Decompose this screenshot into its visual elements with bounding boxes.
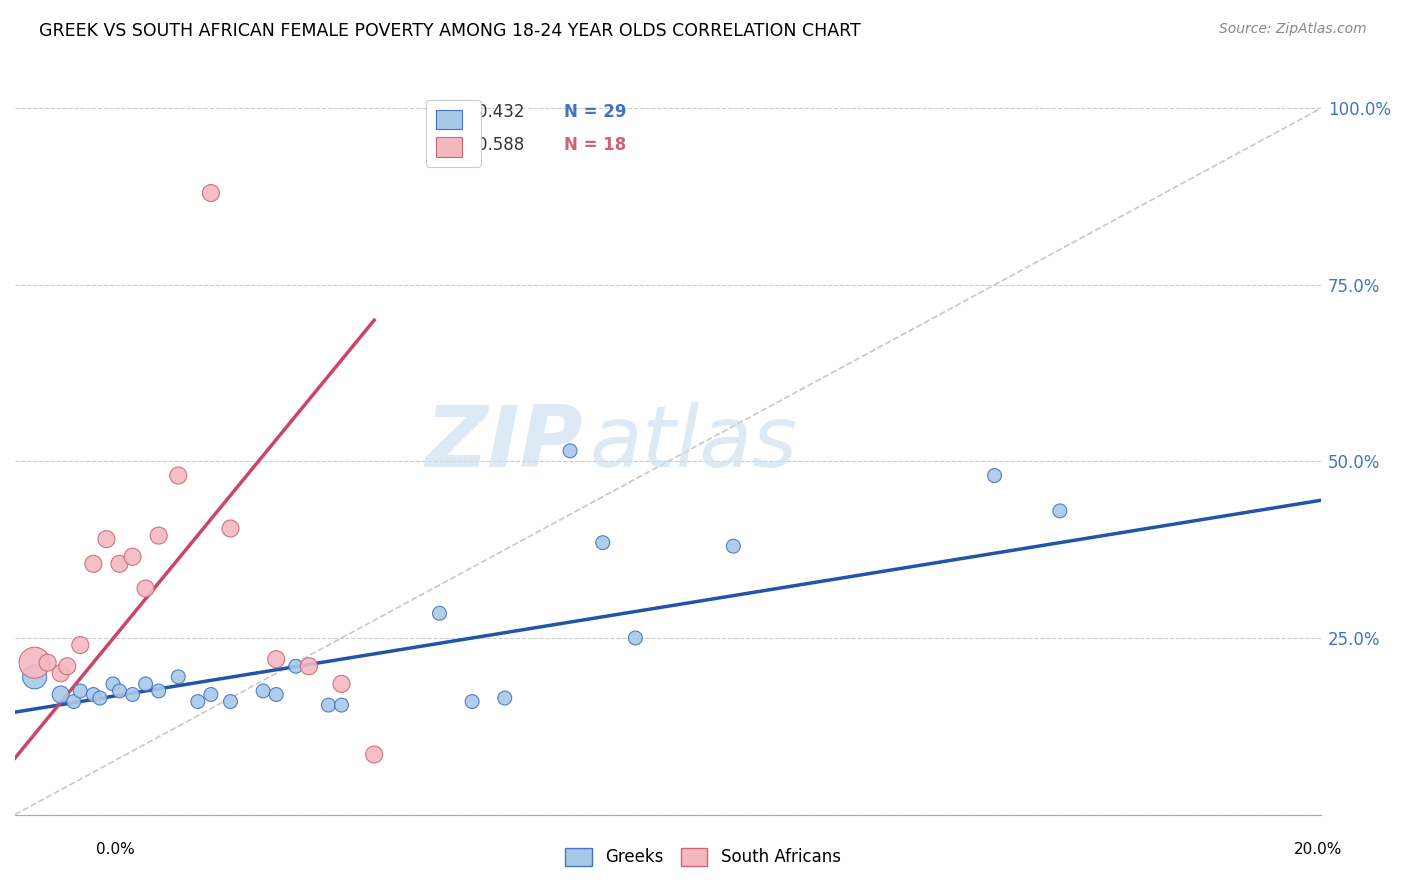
Point xyxy=(330,698,353,712)
Point xyxy=(252,684,274,698)
Point xyxy=(121,688,143,702)
Point xyxy=(558,443,581,458)
Point xyxy=(723,539,745,553)
Text: ZIP: ZIP xyxy=(426,402,583,485)
Point xyxy=(82,688,104,702)
Point xyxy=(62,694,84,708)
Point xyxy=(82,557,104,571)
Point xyxy=(24,670,46,684)
Text: GREEK VS SOUTH AFRICAN FEMALE POVERTY AMONG 18-24 YEAR OLDS CORRELATION CHART: GREEK VS SOUTH AFRICAN FEMALE POVERTY AM… xyxy=(39,22,860,40)
Text: 20.0%: 20.0% xyxy=(1295,842,1343,856)
Point xyxy=(24,656,46,670)
Point xyxy=(264,688,287,702)
Point xyxy=(49,666,72,681)
Text: 0.0%: 0.0% xyxy=(96,842,135,856)
Point xyxy=(167,670,190,684)
Point xyxy=(200,186,222,200)
Point xyxy=(264,652,287,666)
Point xyxy=(69,638,91,652)
Point xyxy=(167,468,190,483)
Point xyxy=(96,532,118,546)
Point xyxy=(318,698,340,712)
Point xyxy=(219,694,242,708)
Text: R = 0.588: R = 0.588 xyxy=(440,136,524,154)
Text: atlas: atlas xyxy=(589,402,797,485)
Point xyxy=(148,528,170,542)
Point xyxy=(135,677,157,691)
Point xyxy=(101,677,124,691)
Point xyxy=(461,694,484,708)
Point xyxy=(200,688,222,702)
Point xyxy=(284,659,307,673)
Point xyxy=(108,684,131,698)
Point xyxy=(429,607,451,621)
Point xyxy=(624,631,647,645)
Point xyxy=(1049,504,1071,518)
Text: Source: ZipAtlas.com: Source: ZipAtlas.com xyxy=(1219,22,1367,37)
Point xyxy=(148,684,170,698)
Point xyxy=(37,656,59,670)
Legend: Greeks, South Africans: Greeks, South Africans xyxy=(558,841,848,873)
Point xyxy=(592,535,614,549)
Legend: , : , xyxy=(426,100,481,167)
Point xyxy=(983,468,1005,483)
Point xyxy=(187,694,209,708)
Point xyxy=(330,677,353,691)
Point xyxy=(494,691,516,706)
Point xyxy=(121,549,143,564)
Text: R = 0.432: R = 0.432 xyxy=(440,103,524,120)
Point xyxy=(69,684,91,698)
Point xyxy=(89,691,111,706)
Point xyxy=(298,659,321,673)
Text: N = 29: N = 29 xyxy=(564,103,626,120)
Point xyxy=(108,557,131,571)
Text: N = 18: N = 18 xyxy=(564,136,626,154)
Point xyxy=(219,522,242,536)
Point xyxy=(56,659,79,673)
Point xyxy=(363,747,385,762)
Point xyxy=(135,582,157,596)
Point xyxy=(49,688,72,702)
